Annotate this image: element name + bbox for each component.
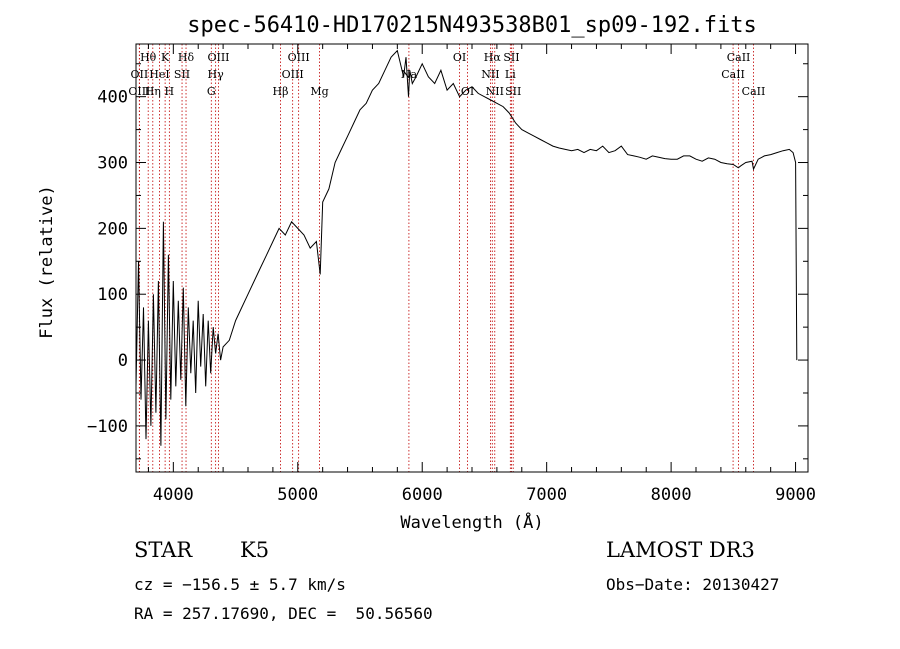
line-label: SII xyxy=(505,85,521,98)
object-class: STAR xyxy=(134,538,193,562)
y-tick-label: 200 xyxy=(97,219,128,239)
line-label: NII xyxy=(481,68,499,81)
line-label: Hθ xyxy=(140,51,157,64)
x-tick-label: 5000 xyxy=(277,485,318,505)
line-label: OIII xyxy=(128,85,150,98)
line-label: NII xyxy=(486,85,504,98)
line-label: OI xyxy=(461,85,474,98)
line-label: SII xyxy=(503,51,519,64)
x-tick-label: 6000 xyxy=(402,485,443,505)
spectrum-line xyxy=(135,49,798,446)
line-label: Hη xyxy=(145,85,161,98)
y-tick-label: 300 xyxy=(97,154,128,174)
line-label: Hγ xyxy=(208,68,225,81)
line-label: OIII xyxy=(288,51,310,64)
y-axis-ticks: −100 0 100 200 300 400 xyxy=(87,63,808,460)
line-label: HeI xyxy=(149,68,169,81)
spectral-line-markers xyxy=(138,44,754,472)
x-tick-label: 8000 xyxy=(651,485,692,505)
line-label: SII xyxy=(174,68,190,81)
line-label: Hα xyxy=(484,51,502,64)
line-label: Li xyxy=(505,68,516,81)
line-label: H xyxy=(165,85,175,98)
line-label: Mg xyxy=(310,85,328,98)
line-label: CaII xyxy=(721,68,745,81)
plot-frame xyxy=(135,43,809,473)
object-subclass: K5 xyxy=(240,538,270,562)
line-label: G xyxy=(207,85,216,98)
line-label: OII xyxy=(131,68,149,81)
y-tick-label: 100 xyxy=(97,285,128,305)
y-tick-label: −100 xyxy=(87,417,128,437)
survey-name: LAMOST DR3 xyxy=(606,538,755,562)
line-label: OIII xyxy=(282,68,304,81)
x-tick-label: 7000 xyxy=(526,485,567,505)
line-label: Hδ xyxy=(178,51,195,64)
coordinates: RA = 257.17690, DEC = 50.56560 xyxy=(134,604,433,623)
y-tick-label: 0 xyxy=(118,351,128,371)
line-label: OIII xyxy=(207,51,229,64)
line-label: K xyxy=(161,51,170,64)
spectral-line-labels: Hθ OII OIII K HeI Hη SII H Hδ OIII Hγ G Hβ OIII OIII Mg… xyxy=(128,51,765,98)
x-tick-label: 4000 xyxy=(153,485,194,505)
line-label: OI xyxy=(453,51,466,64)
line-label: CaII xyxy=(727,51,751,64)
line-label: Hβ xyxy=(273,85,289,98)
chart-title: spec-56410-HD170215N493538B01_sp09-192.f… xyxy=(187,13,757,38)
x-axis-ticks: 4000 5000 6000 7000 8000 9000 xyxy=(147,44,816,505)
redshift-velocity: cz = −156.5 ± 5.7 km/s xyxy=(134,575,346,594)
x-tick-label: 9000 xyxy=(775,485,816,505)
line-label: CaII xyxy=(742,85,766,98)
x-axis-label: Wavelength (Å) xyxy=(400,511,543,533)
y-tick-label: 400 xyxy=(97,88,128,108)
observation-date: Obs−Date: 20130427 xyxy=(606,575,780,594)
y-axis-label: Flux (relative) xyxy=(37,185,57,339)
